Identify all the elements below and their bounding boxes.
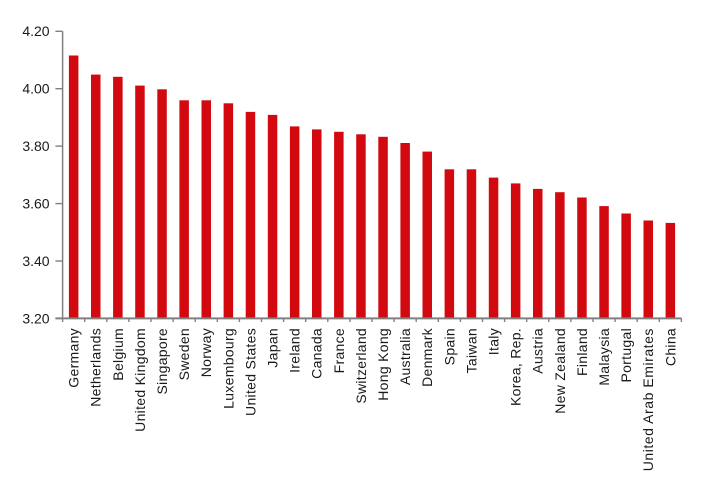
- svg-text:Luxembourg: Luxembourg: [220, 328, 236, 409]
- svg-text:Portugal: Portugal: [618, 328, 634, 383]
- svg-text:Norway: Norway: [198, 328, 214, 377]
- svg-text:United Kingdom: United Kingdom: [132, 328, 148, 432]
- svg-text:Finland: Finland: [574, 328, 590, 376]
- svg-text:3.40: 3.40: [22, 253, 49, 269]
- svg-text:Austria: Austria: [530, 328, 546, 374]
- svg-text:Germany: Germany: [66, 328, 82, 388]
- svg-text:Denmark: Denmark: [419, 327, 435, 387]
- svg-text:Malaysia: Malaysia: [596, 328, 612, 386]
- svg-text:3.60: 3.60: [22, 196, 49, 212]
- svg-text:Japan: Japan: [264, 328, 280, 368]
- svg-text:Italy: Italy: [485, 328, 501, 355]
- svg-text:France: France: [331, 328, 347, 373]
- svg-text:Netherlands: Netherlands: [88, 328, 104, 407]
- svg-text:United States: United States: [242, 328, 258, 416]
- svg-text:3.20: 3.20: [22, 310, 49, 326]
- svg-text:Taiwan: Taiwan: [463, 328, 479, 373]
- svg-text:Ireland: Ireland: [287, 328, 303, 373]
- svg-text:Hong Kong: Hong Kong: [375, 328, 391, 401]
- svg-text:China: China: [662, 328, 678, 366]
- svg-text:Australia: Australia: [397, 328, 413, 385]
- svg-text:4.20: 4.20: [22, 23, 49, 39]
- svg-text:Korea, Rep.: Korea, Rep.: [508, 328, 524, 406]
- svg-text:United Arab Emirates: United Arab Emirates: [640, 328, 656, 471]
- svg-text:Spain: Spain: [441, 328, 457, 365]
- svg-text:4.00: 4.00: [22, 81, 49, 97]
- svg-text:Singapore: Singapore: [154, 328, 170, 395]
- svg-text:New Zealand: New Zealand: [552, 328, 568, 414]
- svg-text:3.80: 3.80: [22, 138, 49, 154]
- svg-text:Switzerland: Switzerland: [353, 328, 369, 404]
- svg-text:Canada: Canada: [309, 328, 325, 379]
- svg-text:Belgium: Belgium: [110, 328, 126, 381]
- svg-text:Sweden: Sweden: [176, 328, 192, 380]
